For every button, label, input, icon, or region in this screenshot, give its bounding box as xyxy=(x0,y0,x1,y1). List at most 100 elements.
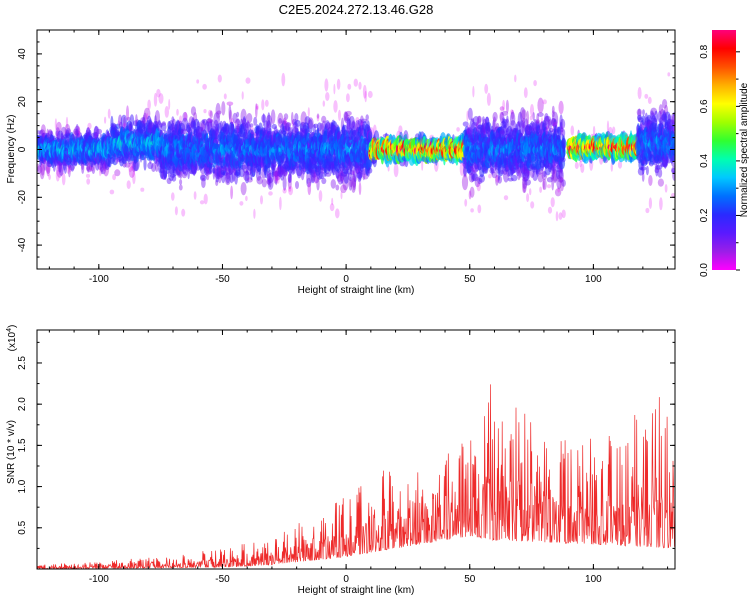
spectrogram-cell xyxy=(176,108,179,116)
spectrogram-cell xyxy=(104,116,107,124)
spectrogram-cell xyxy=(203,109,207,114)
spectrogram-cell xyxy=(470,208,474,213)
spectrogram-cell xyxy=(178,115,183,125)
spectrogram-cell xyxy=(128,162,133,173)
spectrogram-cell xyxy=(81,161,85,174)
spectrogram-cell xyxy=(239,201,244,206)
spectrogram-cell xyxy=(85,173,91,178)
spectrogram-cell xyxy=(43,159,47,171)
spectrogram-cell xyxy=(89,165,95,172)
spectrogram-cell xyxy=(484,83,489,94)
spectrogram-cell xyxy=(236,111,240,118)
spectrogram-cell xyxy=(336,78,341,90)
spectrogram-cell xyxy=(124,162,131,168)
spectrogram-cell xyxy=(153,92,158,107)
spectrogram-cell xyxy=(261,178,267,188)
spectrogram-cell xyxy=(112,174,116,181)
spectrogram-cell xyxy=(140,187,145,192)
spectrogram-cell xyxy=(486,92,491,106)
spectrogram-cell xyxy=(316,114,320,122)
spectrogram-cell xyxy=(126,105,129,121)
spectrogram-cell xyxy=(477,204,482,214)
spectrogram-cell xyxy=(171,175,177,182)
spectrogram-cell xyxy=(514,74,517,83)
spectrogram-cell xyxy=(158,119,161,126)
spectrogram-cell xyxy=(93,126,100,138)
spectrogram-cell xyxy=(358,81,362,90)
spectrogram-cell xyxy=(99,166,102,177)
spectrogram-cell xyxy=(335,208,340,219)
spectrogram-cell xyxy=(333,100,338,113)
spectrogram-cell xyxy=(533,80,537,87)
spectrogram-cell xyxy=(510,174,518,182)
spectrogram-cell xyxy=(268,191,273,196)
spectrogram-cell xyxy=(367,90,373,99)
spectrogram-cell xyxy=(546,184,552,189)
spectrogram-cell xyxy=(555,211,559,222)
spectrogram-cell xyxy=(156,88,161,98)
spectrogram-cell xyxy=(161,121,166,126)
spectrogram-cell xyxy=(174,206,178,216)
spectrogram-cell xyxy=(120,114,128,129)
spectrogram-cell xyxy=(196,79,200,84)
spectrogram-cell xyxy=(502,99,505,112)
spectrogram-cell xyxy=(147,99,151,110)
spectrogram-cell xyxy=(338,109,341,121)
spectrogram-cell xyxy=(547,206,553,214)
spectrogram-cell xyxy=(270,109,276,125)
spectrogram-cell xyxy=(37,130,41,135)
spectrogram-cell xyxy=(55,170,60,182)
chart-title: C2E5.2024.272.13.46.G28 xyxy=(279,2,434,17)
spectrogram-cell xyxy=(68,164,71,178)
spectrogram-cell xyxy=(456,127,460,132)
spectrogram-cell xyxy=(179,179,183,186)
spectrogram-cell xyxy=(201,177,206,189)
spectrogram-cell xyxy=(86,178,91,185)
spectrogram-cell xyxy=(107,108,111,119)
spectrogram-cell xyxy=(142,114,145,125)
spectrogram-cell xyxy=(260,195,263,205)
spectrogram-cell xyxy=(335,184,340,191)
spectrogram-cell xyxy=(521,109,527,120)
spectrogram-cell xyxy=(46,128,49,139)
spectrogram-cell xyxy=(558,100,564,115)
spectrogram-cell xyxy=(61,172,66,186)
spectrogram-cell xyxy=(245,77,251,84)
spectrogram-cell xyxy=(345,110,352,116)
spectrogram-cell xyxy=(542,178,547,191)
spectrogram-cell xyxy=(472,85,475,98)
spectrogram-cell xyxy=(46,166,50,173)
spectrogram-cell xyxy=(488,173,492,179)
spectrogram-cell xyxy=(216,110,222,115)
spectrogram-cell xyxy=(147,162,154,170)
spectrogram-cell xyxy=(202,83,207,90)
spectrogram-cell xyxy=(249,123,254,128)
spectrogram-cell xyxy=(230,185,234,200)
spectrogram-cell xyxy=(94,132,98,137)
spectrogram-cell xyxy=(497,175,502,184)
spectrogram-cell xyxy=(246,113,253,124)
spectrogram-cell xyxy=(267,177,274,190)
spectrogram-cell xyxy=(318,190,323,202)
spectrogram-cell xyxy=(464,198,468,207)
spectrogram-cell xyxy=(56,163,63,178)
spectrogram-cell xyxy=(281,72,286,87)
spectrogram-cell xyxy=(347,83,352,90)
spectrogram-cell xyxy=(114,169,121,177)
spectrogram-cell xyxy=(353,78,358,87)
spectrogram-cell xyxy=(48,174,51,181)
spectrogram-cell xyxy=(40,124,46,137)
spectrogram-cell xyxy=(123,116,126,127)
spectrogram-cell xyxy=(132,171,136,185)
spectrogram-cell xyxy=(365,114,369,121)
spectrogram-cell xyxy=(115,123,121,129)
spectrogram-cell xyxy=(307,117,314,129)
spectrogram-cell xyxy=(96,128,102,135)
spectrogram-cell xyxy=(156,121,162,132)
spectrogram-cell xyxy=(358,181,362,196)
spectrogram-cell xyxy=(288,185,293,196)
spectrogram-cell xyxy=(367,167,373,174)
spectrogram-cell xyxy=(331,197,334,206)
spectrogram-cell xyxy=(542,99,547,105)
spectrogram-cell xyxy=(330,179,336,189)
